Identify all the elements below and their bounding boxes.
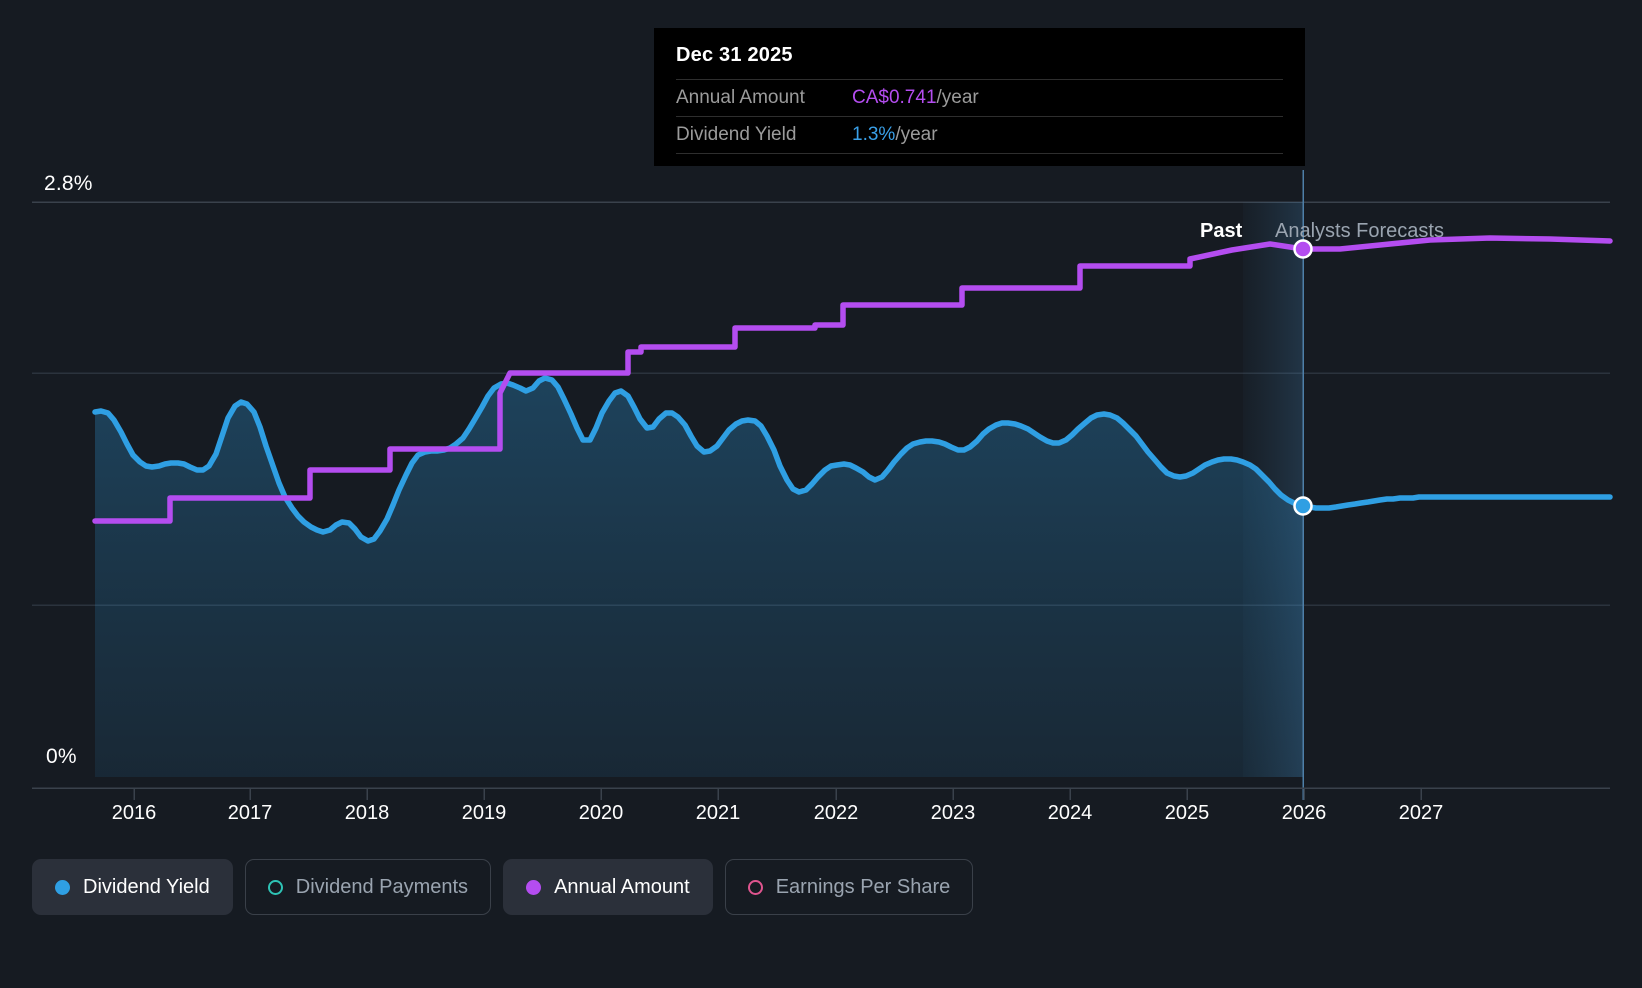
tooltip-row: Annual Amount CA$0.741/year bbox=[676, 79, 1283, 116]
x-axis-label-2017: 2017 bbox=[227, 802, 273, 824]
x-axis-label-2025: 2025 bbox=[1164, 802, 1210, 824]
x-axis-label-2018: 2018 bbox=[344, 802, 390, 824]
legend-item-dividend-payments[interactable]: Dividend Payments bbox=[244, 859, 492, 915]
legend-item-label: Annual Amount bbox=[554, 875, 690, 898]
x-axis-ticks bbox=[133, 788, 1422, 800]
chart-legend: Dividend Yield Dividend Payments Annual Am… bbox=[32, 859, 974, 915]
dividend-yield-area bbox=[95, 378, 1303, 777]
x-axis-label-row: 2016 2017 2018 2019 2020 2021 2022 2023 2024 2025… bbox=[0, 788, 1642, 838]
legend-item-label: Dividend Yield bbox=[83, 875, 210, 898]
legend-item-earnings-per-share[interactable]: Earnings Per Share bbox=[724, 859, 974, 915]
chart-svg bbox=[32, 170, 1613, 800]
tooltip-row-value: CA$0.741/year bbox=[852, 87, 979, 108]
legend-marker-icon bbox=[267, 879, 283, 895]
tooltip-footer-spacer bbox=[654, 154, 1305, 166]
x-axis-label-2027: 2027 bbox=[1398, 802, 1444, 824]
tooltip-row-value-highlight: CA$0.741 bbox=[852, 87, 937, 108]
x-axis-label-2022: 2022 bbox=[813, 802, 859, 824]
tooltip-row-value: 1.3%/year bbox=[852, 124, 938, 145]
y-axis-label-min: 0% bbox=[46, 745, 77, 768]
series-markers bbox=[1293, 239, 1313, 516]
x-axis-label-2019: 2019 bbox=[461, 802, 507, 824]
legend-item-label: Dividend Payments bbox=[295, 875, 469, 898]
legend-marker-icon bbox=[55, 879, 70, 895]
x-axis-label-2020: 2020 bbox=[578, 802, 624, 824]
tooltip-row: Dividend Yield 1.3%/year bbox=[676, 116, 1283, 154]
x-axis-label-2026: 2026 bbox=[1281, 802, 1327, 824]
tooltip-date: Dec 31 2025 bbox=[676, 44, 793, 66]
series-marker-annual-amount bbox=[1293, 239, 1313, 259]
legend-marker-icon bbox=[526, 879, 542, 895]
analysts-forecasts-label: Analysts Forecasts bbox=[1275, 220, 1444, 242]
annual-amount-line bbox=[92, 235, 1613, 524]
tooltip-row-key: Dividend Yield bbox=[676, 124, 797, 145]
x-axis-label-2016: 2016 bbox=[111, 802, 157, 824]
x-axis-label-2021: 2021 bbox=[695, 802, 741, 824]
legend-item-dividend-yield[interactable]: Dividend Yield bbox=[32, 859, 233, 915]
x-axis-label-2023: 2023 bbox=[930, 802, 976, 824]
legend-item-label: Earnings Per Share bbox=[775, 875, 951, 898]
tooltip-rows: Annual Amount CA$0.741/year Dividend Yield… bbox=[654, 79, 1305, 154]
y-axis-label-max: 2.8% bbox=[44, 172, 93, 195]
past-period-label: Past bbox=[1200, 220, 1243, 242]
chart-plot-area: 2.8% 0% Past Analysts Forecasts bbox=[32, 170, 1613, 800]
series-marker-dividend-yield bbox=[1293, 496, 1313, 516]
legend-item-annual-amount[interactable]: Annual Amount bbox=[503, 859, 713, 915]
tooltip-row-value-highlight: 1.3% bbox=[852, 124, 896, 145]
chart-tooltip: Dec 31 2025 Annual Amount CA$0.741/year Di… bbox=[654, 28, 1305, 166]
dividend-yield-line bbox=[92, 375, 1613, 544]
legend-marker-icon bbox=[747, 879, 763, 895]
x-axis-label-2024: 2024 bbox=[1047, 802, 1093, 824]
tooltip-row-key: Annual Amount bbox=[676, 87, 805, 108]
